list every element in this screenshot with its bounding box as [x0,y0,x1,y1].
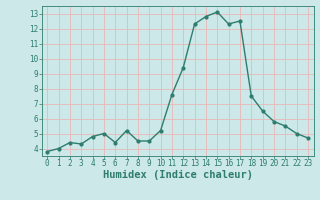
X-axis label: Humidex (Indice chaleur): Humidex (Indice chaleur) [103,170,252,180]
